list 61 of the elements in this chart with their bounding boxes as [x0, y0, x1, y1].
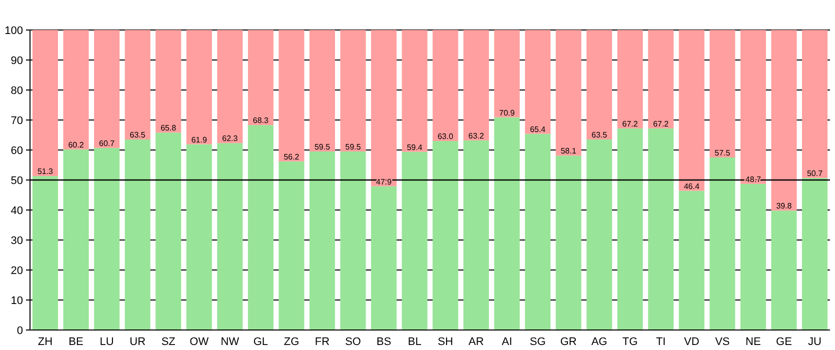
x-tick-label: BE [68, 336, 84, 348]
x-tick-label: ZH [38, 336, 53, 348]
data-label: 60.2 [68, 140, 84, 150]
data-label: 70.9 [499, 108, 516, 118]
y-tick-label: 60 [10, 144, 23, 157]
x-tick-label: OW [190, 336, 210, 348]
x-tick-label: NE [746, 336, 761, 348]
data-label: 65.4 [530, 124, 546, 134]
y-tick-label: 10 [10, 294, 23, 307]
x-tick-label: FR [314, 336, 330, 348]
data-label: 63.5 [130, 130, 146, 140]
x-tick-label: BS [376, 336, 392, 348]
data-label: 46.4 [684, 182, 700, 191]
data-label: 56.2 [284, 152, 300, 162]
data-label: 63.5 [592, 130, 608, 140]
x-tick-label: AI [502, 336, 512, 348]
y-tick-label: 30 [10, 234, 23, 247]
x-tick-label: GR [560, 336, 577, 348]
y-tick-label: 90 [10, 54, 23, 67]
y-tick-label: 50 [10, 174, 23, 187]
data-label: 67.2 [622, 119, 638, 128]
x-tick-label: TI [656, 336, 666, 348]
y-tick-label: 80 [10, 84, 23, 97]
x-tick-label: BL [408, 336, 422, 348]
x-tick-label: ZG [284, 336, 300, 348]
data-label: 63.0 [438, 132, 454, 141]
y-tick-label: 70 [10, 114, 23, 127]
data-label: 39.8 [776, 202, 792, 211]
data-label: 59.4 [406, 142, 423, 152]
data-label: 50.7 [806, 168, 824, 178]
data-label: 65.8 [160, 124, 177, 133]
data-label: 63.2 [468, 131, 485, 140]
data-label: 67.2 [653, 119, 670, 128]
x-tick-label: LU [100, 336, 114, 348]
data-label: 58.1 [560, 146, 577, 156]
x-tick-label: AG [591, 336, 608, 348]
data-label: 68.3 [252, 116, 270, 126]
x-tick-label: AR [468, 336, 484, 348]
x-tick-label: SH [438, 336, 454, 348]
x-tick-label: UR [130, 336, 146, 348]
x-tick-label: SO [345, 336, 362, 348]
x-tick-label: GE [776, 336, 792, 348]
x-tick-label: NW [220, 336, 240, 348]
x-tick-label: SG [530, 336, 546, 348]
x-tick-label: VD [684, 336, 700, 348]
y-tick-label: 20 [10, 264, 23, 277]
x-tick-label: JU [808, 336, 822, 348]
y-tick-label: 40 [10, 204, 23, 217]
x-tick-label: TG [622, 336, 638, 348]
data-label: 57.5 [714, 148, 731, 158]
data-label: 59.5 [345, 142, 362, 152]
data-label: 61.9 [191, 135, 208, 144]
data-label: 51.3 [37, 167, 54, 176]
data-label: 62.3 [222, 134, 238, 144]
y-tick-label: 100 [4, 24, 23, 37]
x-tick-label: GL [253, 336, 268, 348]
data-label: 59.5 [314, 142, 331, 152]
y-tick-label: 0 [16, 324, 23, 337]
data-label: 60.7 [99, 138, 116, 148]
x-tick-label: VS [715, 336, 730, 348]
x-tick-label: SZ [161, 336, 176, 348]
